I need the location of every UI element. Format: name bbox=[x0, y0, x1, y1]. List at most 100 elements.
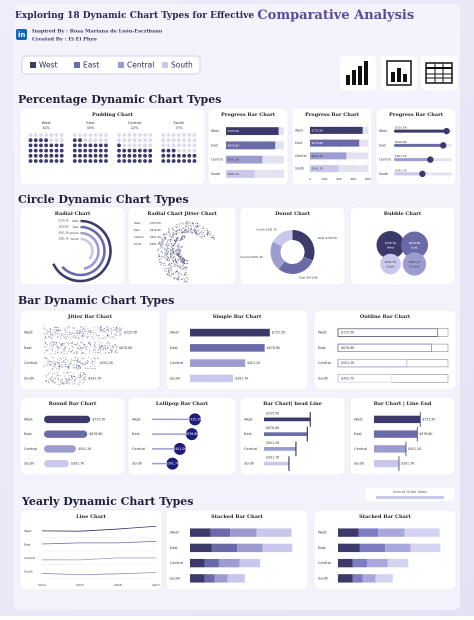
category-label: West bbox=[379, 129, 388, 133]
category-label: East bbox=[24, 432, 32, 436]
jitter-dot bbox=[44, 336, 46, 337]
jitter-dot bbox=[87, 332, 88, 334]
waffle-dot bbox=[59, 133, 64, 137]
jitter-dot bbox=[88, 361, 89, 363]
category-label: East bbox=[73, 225, 79, 229]
value-label: $678.8K bbox=[228, 143, 240, 147]
bar bbox=[310, 139, 360, 147]
jitter-dot bbox=[115, 351, 117, 353]
jitter-dot bbox=[169, 239, 171, 241]
waffle-dot bbox=[28, 138, 33, 143]
jitter-dot bbox=[70, 362, 72, 364]
jitter-dot bbox=[49, 329, 51, 331]
jitter-dot bbox=[115, 327, 117, 329]
jitter-dot bbox=[64, 349, 66, 351]
jitter-dot bbox=[166, 233, 168, 235]
jitter-dot bbox=[174, 264, 176, 266]
jitter-dot bbox=[87, 346, 89, 348]
jitter-dot bbox=[43, 337, 45, 339]
jitter-dot bbox=[182, 231, 184, 233]
jitter-dot bbox=[164, 270, 166, 272]
jitter-dot bbox=[202, 232, 204, 234]
jitter-dot bbox=[77, 368, 78, 370]
jitter-dot bbox=[55, 361, 57, 363]
jitter-dot bbox=[78, 375, 80, 377]
jitter-dot bbox=[48, 346, 50, 348]
category-label: West bbox=[170, 531, 179, 535]
jitter-dot bbox=[48, 363, 50, 365]
jitter-dot bbox=[67, 365, 69, 367]
jitter-dot bbox=[119, 332, 121, 334]
jitter-dot bbox=[79, 383, 81, 385]
jitter-dot bbox=[202, 235, 204, 237]
jitter-dot bbox=[176, 254, 178, 256]
jitter-dot bbox=[78, 337, 80, 339]
jitter-dot bbox=[76, 348, 78, 350]
stack-segment bbox=[338, 528, 359, 537]
legend-label: Central bbox=[127, 61, 154, 70]
chart-panel bbox=[239, 206, 346, 286]
jitter-dot bbox=[56, 358, 58, 360]
icons bbox=[340, 56, 457, 90]
category-label: South bbox=[386, 265, 394, 269]
value-label: $725.5K bbox=[395, 126, 407, 130]
jitter-dot bbox=[165, 238, 167, 240]
jitter-dot bbox=[186, 274, 188, 276]
jitter-dot bbox=[177, 265, 179, 267]
donut-slice bbox=[292, 230, 315, 261]
jitter-dot bbox=[116, 352, 118, 354]
jitter-dot bbox=[93, 327, 95, 329]
jitter-dot bbox=[172, 235, 174, 237]
jitter-dot bbox=[61, 379, 63, 381]
jitter-dot bbox=[116, 345, 118, 347]
value-label: $501.2K bbox=[395, 154, 407, 158]
waffle-dot bbox=[33, 148, 38, 153]
value-label: $391.7K bbox=[266, 228, 278, 232]
jitter-dot bbox=[79, 365, 81, 367]
jitter-dot bbox=[168, 270, 170, 272]
jitter-dot bbox=[82, 327, 84, 329]
jitter-dot bbox=[165, 236, 167, 238]
jitter-dot bbox=[57, 377, 59, 379]
jitter-dot bbox=[157, 256, 159, 258]
jitter-dot bbox=[74, 359, 76, 361]
waffle-dot bbox=[132, 138, 137, 143]
jitter-dot bbox=[83, 378, 85, 380]
jitter-dot bbox=[81, 375, 83, 377]
jitter-dot bbox=[186, 225, 188, 227]
jitter-dot bbox=[182, 259, 184, 261]
jitter-dot bbox=[102, 348, 104, 350]
jitter-dot bbox=[110, 346, 112, 348]
value-label: $501.2K bbox=[312, 154, 324, 158]
jitter-dot bbox=[57, 346, 59, 348]
bar bbox=[190, 374, 234, 383]
jitter-dot bbox=[187, 231, 189, 233]
legend-label: East bbox=[83, 61, 99, 70]
stack-segment bbox=[218, 558, 240, 568]
jitter-dot bbox=[61, 345, 63, 346]
jitter-dot bbox=[196, 225, 198, 227]
jitter-dot bbox=[62, 360, 64, 362]
jitter-dot bbox=[48, 336, 49, 337]
jitter-dot bbox=[94, 359, 96, 361]
jitter-dot bbox=[93, 356, 95, 358]
waffle-dot bbox=[143, 143, 147, 148]
jitter-dot bbox=[101, 330, 103, 332]
jitter-dot bbox=[204, 234, 206, 236]
jitter-dot bbox=[177, 250, 179, 252]
bar bbox=[374, 459, 399, 468]
jitter-dot bbox=[74, 380, 76, 382]
category-label: West bbox=[134, 221, 140, 225]
value-label: 30% bbox=[87, 126, 95, 130]
jitter-dot bbox=[169, 269, 171, 271]
bar bbox=[190, 328, 270, 337]
jitter-dot bbox=[81, 331, 83, 333]
waffle-dot bbox=[137, 153, 142, 158]
jitter-dot bbox=[103, 328, 105, 330]
value-label: $501.2K bbox=[408, 447, 422, 451]
jitter-dot bbox=[167, 251, 169, 253]
jitter-dot bbox=[113, 351, 115, 353]
stack-segment bbox=[378, 528, 405, 537]
jitter-dot bbox=[61, 366, 63, 368]
category-label: Central bbox=[170, 361, 183, 365]
